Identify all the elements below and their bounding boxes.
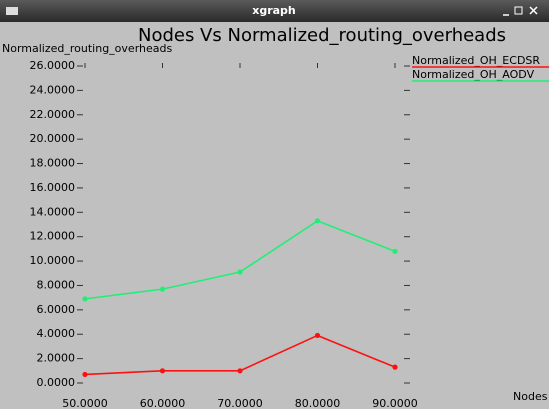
data-point <box>314 332 321 339</box>
close-button[interactable] <box>529 6 538 15</box>
y-tick-label: 0.0000 <box>37 376 76 389</box>
y-tick-label: 10.0000 <box>30 254 76 267</box>
y-tick-label: 24.0000 <box>30 83 76 96</box>
title-bar <box>0 0 549 22</box>
x-tick-label: 70.0000 <box>217 397 263 409</box>
data-point <box>392 248 398 254</box>
maximize-button[interactable] <box>514 6 523 15</box>
y-tick-label: 26.0000 <box>30 59 76 72</box>
data-point <box>392 364 398 370</box>
data-point <box>314 218 321 224</box>
x-tick-label: 80.0000 <box>295 397 341 409</box>
y-tick-label: 20.0000 <box>30 132 76 145</box>
window-icon[interactable] <box>6 7 18 15</box>
y-tick-label: 12.0000 <box>30 230 76 243</box>
y-tick-label: 22.0000 <box>30 108 76 121</box>
legend-label: Normalized_OH_AODV <box>412 68 535 81</box>
window-title: xgraph <box>252 4 296 17</box>
data-point <box>237 368 243 374</box>
data-point <box>82 296 88 302</box>
data-point <box>237 269 243 275</box>
y-tick-label: 16.0000 <box>30 181 76 194</box>
data-point <box>82 371 88 378</box>
x-tick-label: 60.0000 <box>140 397 186 409</box>
y-tick-label: 14.0000 <box>30 205 76 218</box>
y-tick-label: 6.0000 <box>37 303 76 316</box>
y-axis-label: Normalized_routing_overheads <box>2 42 172 55</box>
x-tick-label: 50.0000 <box>62 397 108 409</box>
x-axis-label: Nodes <box>513 390 548 403</box>
y-tick-label: 18.0000 <box>30 157 76 170</box>
y-tick-label: 2.0000 <box>37 352 76 365</box>
data-point <box>159 368 166 374</box>
y-tick-label: 8.0000 <box>37 278 76 291</box>
x-tick-label: 90.0000 <box>372 397 418 409</box>
legend-label: Normalized_OH_ECDSR <box>412 54 540 67</box>
chart-title: Nodes Vs Normalized_routing_overheads <box>138 25 506 46</box>
data-point <box>159 286 166 292</box>
y-tick-label: 4.0000 <box>37 327 76 340</box>
